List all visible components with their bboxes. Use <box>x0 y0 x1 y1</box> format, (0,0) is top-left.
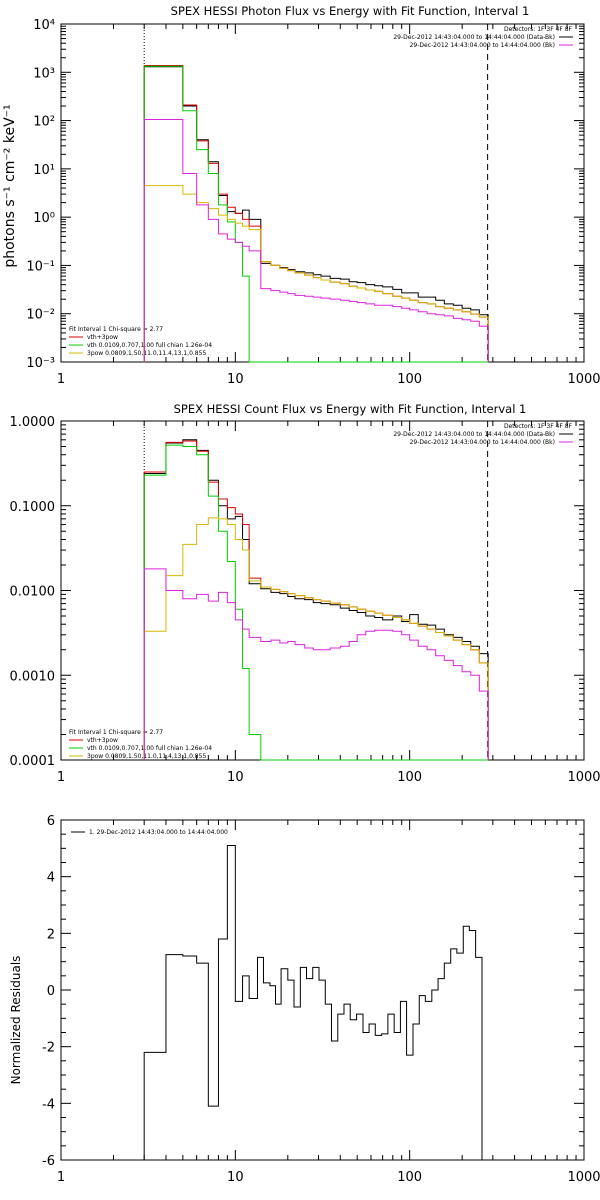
series-3pow <box>143 185 489 362</box>
y-tick-label: 10³ <box>33 66 55 81</box>
series-bk <box>143 568 489 760</box>
y-tick-label: 10⁻¹ <box>26 259 55 274</box>
legend-3pow: 3pow 0.0809,1.50,11.0,11.4,13.1,0.855 <box>87 753 206 760</box>
x-tick-label: 1000 <box>567 372 600 387</box>
y-tick-label: 10⁻² <box>26 308 55 323</box>
photon-flux-title: SPEX HESSI Photon Flux vs Energy with Fi… <box>171 4 530 18</box>
y-tick-label: 0 <box>47 984 55 999</box>
residuals-panel: Normalized Residuals 1. 29-Dec-2012 14:4… <box>9 814 600 1185</box>
legend-fit-interval: Fit Interval 1 Chi-square = 2.77 <box>69 326 163 333</box>
photon-flux-panel: SPEX HESSI Photon Flux vs Energy with Fi… <box>2 4 600 387</box>
legend-3pow: 3pow 0.0809,1.50,11.0,11.4,13.1,0.855 <box>87 350 206 357</box>
x-tick-label: 10 <box>227 1170 244 1185</box>
y-tick-label: 0.0100 <box>10 585 56 600</box>
legend-bk: 29-Dec-2012 14:43:04.000 to 14:44:04.000… <box>410 439 555 446</box>
series-vth-3pow <box>143 65 489 362</box>
count-flux-legend-bottomleft: Fit Interval 1 Chi-square = 2.77 vth+3po… <box>69 729 212 760</box>
series-vth-3pow <box>143 440 489 760</box>
series-vth <box>143 65 489 363</box>
y-tick-label: 1.0000 <box>10 415 56 430</box>
y-tick-label: 0.0010 <box>10 669 56 684</box>
photon-flux-legend-bottomleft: Fit Interval 1 Chi-square = 2.77 vth+3po… <box>69 326 212 357</box>
y-tick-label: 6 <box>47 814 55 829</box>
legend-data-bk: 29-Dec-2012 14:43:04.000 to 14:44:04.000… <box>393 431 555 438</box>
legend-residuals: 1. 29-Dec-2012 14:43:04.000 to 14:44:04.… <box>89 829 228 836</box>
y-tick-label: 10⁰ <box>33 211 55 226</box>
x-tick-label: 100 <box>397 1170 422 1185</box>
y-tick-label: -2 <box>42 1041 55 1056</box>
series-residuals <box>143 845 483 1160</box>
plot-frame <box>60 23 585 363</box>
y-tick-label: 10¹ <box>33 163 55 178</box>
photon-flux-legend-topright: Detectors: 1F 3F 4F 8F 29-Dec-2012 14:43… <box>393 26 573 49</box>
legend-bk: 29-Dec-2012 14:43:04.000 to 14:44:04.000… <box>410 42 555 49</box>
residuals-legend: 1. 29-Dec-2012 14:43:04.000 to 14:44:04.… <box>71 829 228 836</box>
x-tick-label: 1 <box>57 1170 65 1185</box>
x-tick-label: 1 <box>57 372 65 387</box>
y-tick-label: 2 <box>47 927 55 942</box>
y-tick-label: 10⁴ <box>33 18 55 33</box>
plot-frame <box>60 420 585 761</box>
y-tick-label: -6 <box>42 1154 55 1169</box>
series-bk <box>143 119 489 362</box>
y-tick-label: 0.0001 <box>10 754 56 769</box>
residuals-y-axis-label: Normalized Residuals <box>9 956 23 1085</box>
y-tick-label: -4 <box>42 1097 55 1112</box>
legend-vth: vth 0.0109,0.707,1.00 full chian 1.26e-0… <box>87 745 212 752</box>
x-tick-label: 1000 <box>567 1170 600 1185</box>
legend-detectors: Detectors: 1F 3F 4F 8F <box>504 423 573 430</box>
x-tick-label: 1000 <box>567 770 600 785</box>
legend-detectors: Detectors: 1F 3F 4F 8F <box>504 26 573 33</box>
x-tick-label: 100 <box>397 770 422 785</box>
legend-vth3pow: vth+3pow <box>87 334 118 341</box>
y-tick-label: 4 <box>47 871 55 886</box>
plot-frame <box>60 819 585 1161</box>
x-tick-label: 100 <box>397 372 422 387</box>
series-3pow <box>143 517 489 760</box>
count-flux-title: SPEX HESSI Count Flux vs Energy with Fit… <box>174 402 527 416</box>
count-flux-panel: SPEX HESSI Count Flux vs Energy with Fit… <box>10 402 600 785</box>
count-flux-legend-topright: Detectors: 1F 3F 4F 8F 29-Dec-2012 14:43… <box>393 423 573 446</box>
y-tick-label: 10⁻³ <box>26 356 55 371</box>
photon-flux-y-axis-label: photons s⁻¹ cm⁻² keV⁻¹ <box>2 104 18 267</box>
y-tick-label: 10² <box>33 115 55 130</box>
series-vth <box>143 444 489 761</box>
legend-vth: vth 0.0109,0.707,1.00 full chian 1.26e-0… <box>87 342 212 349</box>
y-tick-label: 0.1000 <box>10 500 56 515</box>
legend-fit-interval: Fit Interval 1 Chi-square = 2.77 <box>69 729 163 736</box>
x-tick-label: 1 <box>57 770 65 785</box>
x-tick-label: 10 <box>227 372 244 387</box>
x-tick-label: 10 <box>227 770 244 785</box>
legend-data-bk: 29-Dec-2012 14:43:04.000 to 14:44:04.000… <box>393 34 555 41</box>
legend-vth3pow: vth+3pow <box>87 737 118 744</box>
